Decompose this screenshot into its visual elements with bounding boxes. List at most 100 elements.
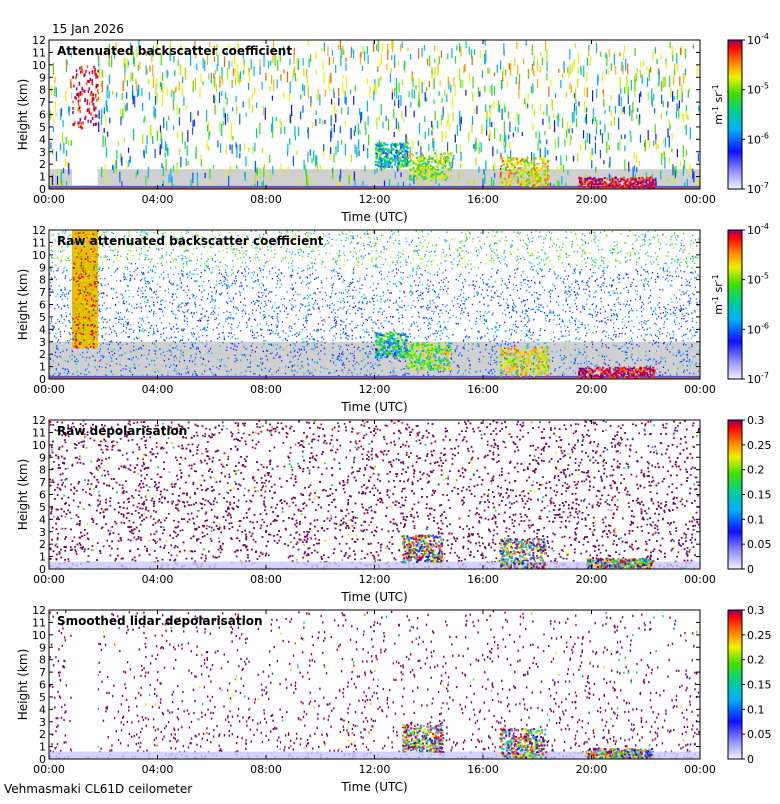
date-label: 15 Jan 2026 — [52, 22, 124, 36]
colorbar-tick-label: 0.3 — [747, 604, 765, 617]
colorbar-tick-label: 0.1 — [747, 513, 765, 526]
y-tick-label: 10 — [32, 629, 46, 642]
colorbar-tick-label: 0.2 — [747, 654, 765, 667]
y-tick-label: 9 — [39, 451, 46, 464]
x-tick-label: 00:00 — [684, 763, 716, 776]
y-tick-label: 3 — [39, 146, 46, 159]
colorbar-unit-label: m-1 sr-1 — [711, 84, 725, 124]
colorbar-tick-label: 0.25 — [747, 439, 772, 452]
y-tick-label: 8 — [39, 274, 46, 287]
x-tick-label: 00:00 — [33, 383, 65, 396]
x-tick-label: 04:00 — [142, 383, 174, 396]
x-tick-label: 00:00 — [33, 763, 65, 776]
x-tick-label: 04:00 — [142, 763, 174, 776]
colorbar — [728, 610, 742, 759]
y-tick-label: 8 — [39, 464, 46, 477]
x-tick-label: 00:00 — [684, 383, 716, 396]
y-tick-label: 6 — [39, 299, 46, 312]
y-tick-label: 1 — [39, 361, 46, 374]
y-tick-label: 3 — [39, 716, 46, 729]
chart-panel-4: Smoothed lidar depolarisation01234567891… — [16, 604, 772, 794]
chart-panel-1: Attenuated backscatter coefficient012345… — [16, 32, 769, 224]
y-axis-label: Height (km) — [16, 269, 30, 340]
x-tick-label: 00:00 — [684, 573, 716, 586]
x-tick-label: 00:00 — [684, 193, 716, 206]
x-tick-label: 12:00 — [359, 193, 391, 206]
y-tick-label: 12 — [32, 34, 46, 47]
x-tick-label: 08:00 — [250, 763, 282, 776]
colorbar-tick-label: 0.15 — [747, 489, 772, 502]
y-tick-label: 2 — [39, 728, 46, 741]
plot-area — [49, 40, 700, 189]
colorbar-tick-label: 10-4 — [747, 32, 769, 47]
y-tick-label: 7 — [39, 96, 46, 109]
y-axis-label: Height (km) — [16, 649, 30, 720]
y-tick-label: 5 — [39, 311, 46, 324]
x-tick-label: 16:00 — [467, 573, 499, 586]
y-tick-label: 6 — [39, 679, 46, 692]
y-tick-label: 10 — [32, 59, 46, 72]
x-tick-label: 12:00 — [359, 573, 391, 586]
colorbar-tick-label: 10-7 — [747, 181, 769, 196]
y-tick-label: 4 — [39, 323, 46, 336]
y-tick-label: 9 — [39, 641, 46, 654]
colorbar-tick-label: 0.15 — [747, 679, 772, 692]
plot-area — [49, 610, 700, 759]
x-tick-label: 04:00 — [142, 193, 174, 206]
y-tick-label: 3 — [39, 336, 46, 349]
x-axis-label: Time (UTC) — [340, 210, 407, 224]
x-tick-label: 12:00 — [359, 763, 391, 776]
y-tick-label: 10 — [32, 249, 46, 262]
plot-title: Raw depolarisation — [57, 424, 187, 438]
y-tick-label: 5 — [39, 121, 46, 134]
y-tick-label: 3 — [39, 526, 46, 539]
colorbar-tick-label: 0.25 — [747, 629, 772, 642]
x-tick-label: 16:00 — [467, 763, 499, 776]
x-tick-label: 00:00 — [33, 573, 65, 586]
colorbar-tick-label: 0.2 — [747, 464, 765, 477]
y-axis-label: Height (km) — [16, 79, 30, 150]
y-tick-label: 9 — [39, 71, 46, 84]
x-axis-label: Time (UTC) — [340, 400, 407, 414]
x-tick-label: 12:00 — [359, 383, 391, 396]
x-axis-label: Time (UTC) — [340, 590, 407, 604]
y-tick-label: 7 — [39, 666, 46, 679]
colorbar — [728, 230, 742, 379]
y-tick-label: 6 — [39, 109, 46, 122]
y-tick-label: 2 — [39, 538, 46, 551]
chart-panel-2: Raw attenuated backscatter coefficient01… — [16, 222, 769, 414]
x-tick-label: 16:00 — [467, 193, 499, 206]
colorbar-tick-label: 0 — [747, 753, 754, 766]
colorbar-tick-label: 10-6 — [747, 321, 769, 336]
x-tick-label: 08:00 — [250, 573, 282, 586]
y-tick-label: 2 — [39, 348, 46, 361]
y-tick-label: 8 — [39, 654, 46, 667]
x-tick-label: 16:00 — [467, 383, 499, 396]
y-tick-label: 7 — [39, 286, 46, 299]
plot-title: Attenuated backscatter coefficient — [57, 44, 292, 58]
x-tick-label: 08:00 — [250, 193, 282, 206]
y-tick-label: 12 — [32, 604, 46, 617]
colorbar-tick-label: 10-5 — [747, 82, 769, 97]
blank-column — [72, 40, 98, 185]
y-tick-label: 11 — [32, 46, 46, 59]
x-tick-label: 00:00 — [33, 193, 65, 206]
y-tick-label: 4 — [39, 703, 46, 716]
y-axis-label: Height (km) — [16, 459, 30, 530]
plot-title: Smoothed lidar depolarisation — [57, 614, 263, 628]
y-tick-label: 5 — [39, 501, 46, 514]
x-tick-label: 08:00 — [250, 383, 282, 396]
colorbar — [728, 40, 742, 189]
y-tick-label: 10 — [32, 439, 46, 452]
colorbar-tick-label: 0.3 — [747, 414, 765, 427]
y-tick-label: 9 — [39, 261, 46, 274]
footer-label: Vehmasmaki CL61D ceilometer — [4, 782, 192, 796]
y-tick-label: 1 — [39, 741, 46, 754]
y-tick-label: 12 — [32, 414, 46, 427]
y-tick-label: 5 — [39, 691, 46, 704]
x-tick-label: 04:00 — [142, 573, 174, 586]
y-tick-label: 4 — [39, 133, 46, 146]
y-tick-label: 11 — [32, 616, 46, 629]
